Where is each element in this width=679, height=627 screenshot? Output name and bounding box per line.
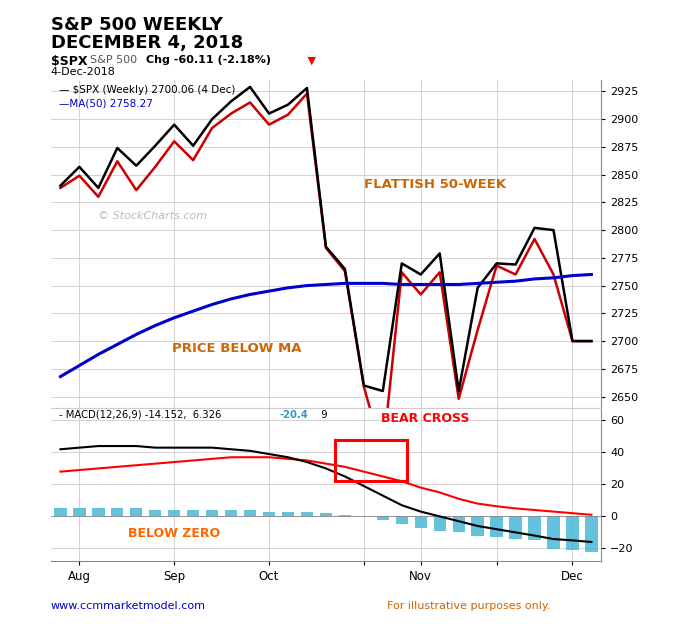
Text: $SPX: $SPX — [51, 55, 88, 68]
Bar — [547, 517, 559, 549]
Text: -20.4: -20.4 — [279, 410, 308, 420]
Text: FLATTISH 50-WEEK: FLATTISH 50-WEEK — [365, 179, 507, 191]
Text: ▼: ▼ — [304, 55, 316, 65]
Bar — [490, 517, 502, 537]
Bar — [92, 508, 105, 517]
Text: © StockCharts.com: © StockCharts.com — [98, 211, 207, 221]
Bar — [282, 512, 294, 517]
Bar — [187, 510, 200, 517]
Bar — [244, 510, 256, 517]
Bar — [320, 514, 332, 517]
Bar — [396, 517, 408, 524]
Bar — [377, 517, 389, 520]
Text: S&P 500 WEEKLY: S&P 500 WEEKLY — [51, 16, 223, 34]
Text: BELOW ZERO: BELOW ZERO — [128, 527, 220, 540]
Bar — [471, 517, 484, 535]
Text: 9: 9 — [315, 410, 327, 420]
Text: Chg -60.11 (-2.18%): Chg -60.11 (-2.18%) — [146, 55, 271, 65]
Bar — [528, 517, 540, 540]
Bar — [263, 512, 275, 517]
Text: For illustrative purposes only.: For illustrative purposes only. — [387, 601, 551, 611]
Bar — [301, 512, 313, 517]
Bar — [585, 517, 598, 552]
Bar — [54, 508, 67, 517]
Text: BEAR CROSS: BEAR CROSS — [381, 413, 469, 425]
Bar — [73, 508, 86, 517]
Text: DECEMBER 4, 2018: DECEMBER 4, 2018 — [51, 34, 243, 53]
Bar — [225, 510, 237, 517]
Bar — [130, 508, 143, 517]
Text: www.ccmmarketmodel.com: www.ccmmarketmodel.com — [51, 601, 206, 611]
Bar — [434, 517, 446, 531]
Text: —MA(50) 2758.27: —MA(50) 2758.27 — [59, 98, 153, 108]
Text: — $SPX (Weekly) 2700.06 (4 Dec): — $SPX (Weekly) 2700.06 (4 Dec) — [59, 85, 236, 95]
Text: S&P 500: S&P 500 — [90, 55, 147, 65]
Bar — [566, 517, 579, 550]
Bar — [206, 510, 218, 517]
Text: 4-Dec-2018: 4-Dec-2018 — [51, 67, 116, 77]
Bar — [452, 517, 465, 532]
Bar — [415, 517, 427, 527]
Bar — [111, 508, 124, 517]
Bar — [509, 517, 521, 539]
Bar — [358, 515, 370, 517]
Bar — [168, 510, 181, 517]
Text: - MACD(12,26,9) -14.152,  6.326: - MACD(12,26,9) -14.152, 6.326 — [59, 410, 227, 420]
Bar — [335, 440, 407, 482]
Bar — [339, 515, 351, 517]
Bar — [149, 510, 162, 517]
Text: PRICE BELOW MA: PRICE BELOW MA — [172, 342, 301, 356]
